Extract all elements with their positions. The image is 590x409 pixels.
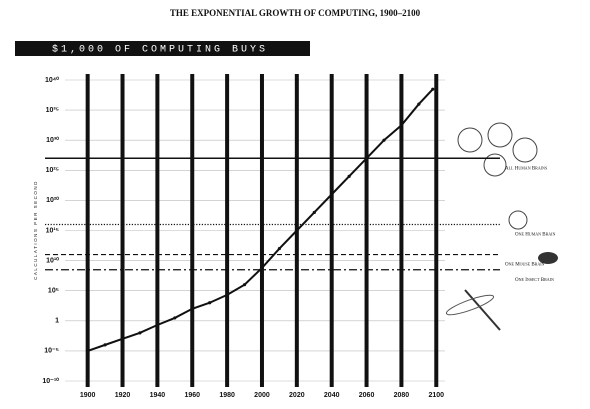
x-tick-label: 1900 — [80, 392, 96, 399]
x-tick-label: 2040 — [324, 392, 340, 399]
y-tick-label: 10²⁰ — [46, 196, 59, 204]
reference-label: One Human Brain — [515, 233, 556, 238]
x-tick-label: 1940 — [150, 392, 166, 399]
head-icon — [509, 211, 527, 229]
data-point — [431, 88, 434, 91]
head-icon — [484, 154, 506, 176]
data-point — [138, 331, 141, 334]
data-point — [313, 211, 316, 214]
data-point — [382, 139, 385, 142]
x-tick-label: 1980 — [219, 392, 235, 399]
x-tick-label: 2000 — [254, 392, 270, 399]
x-tick-label: 1920 — [115, 392, 131, 399]
chart-title: THE EXPONENTIAL GROWTH OF COMPUTING, 190… — [170, 8, 421, 18]
x-tick-label: 2100 — [428, 392, 444, 399]
data-point — [191, 307, 194, 310]
data-point — [243, 283, 246, 286]
y-tick-label: 10⁻⁵ — [44, 348, 59, 355]
y-tick-label: 10¹⁵ — [46, 227, 59, 234]
x-tick-label: 2020 — [289, 392, 305, 399]
data-point — [103, 343, 106, 346]
y-axis-label: CALCULATIONS PER SECOND — [33, 180, 38, 280]
data-point — [278, 247, 281, 250]
data-point — [295, 229, 298, 232]
head-icon — [458, 128, 482, 152]
y-tick-label: 10³⁵ — [46, 107, 59, 114]
chart: THE EXPONENTIAL GROWTH OF COMPUTING, 190… — [0, 0, 590, 409]
banner-text: $1,000 OF COMPUTING BUYS — [52, 44, 268, 56]
data-point — [208, 301, 211, 304]
data-point — [348, 175, 351, 178]
data-point — [226, 293, 229, 296]
data-point — [121, 337, 124, 340]
data-point — [417, 102, 420, 105]
head-icon — [488, 123, 512, 147]
x-tick-label: 1960 — [184, 392, 200, 399]
data-point — [400, 124, 403, 127]
data-point — [173, 316, 176, 319]
head-icon — [513, 138, 537, 162]
y-tick-label: 10⁻¹⁰ — [42, 377, 59, 385]
y-tick-label: 1 — [55, 318, 59, 325]
data-point — [260, 266, 263, 269]
y-tick-label: 10²⁵ — [46, 167, 59, 174]
y-tick-label: 10³⁰ — [46, 136, 59, 144]
x-tick-label: 2080 — [394, 392, 410, 399]
y-tick-label: 10¹⁰ — [46, 256, 59, 264]
reference-label: One Insect Brain — [515, 278, 554, 283]
y-tick-label: 10⁵ — [48, 288, 59, 295]
y-tick-label: 10⁴⁰ — [45, 76, 59, 84]
data-point — [330, 193, 333, 196]
x-tick-label: 2060 — [359, 392, 375, 399]
data-point — [365, 157, 368, 160]
data-point — [86, 349, 89, 352]
data-point — [156, 323, 159, 326]
brain-illustrations — [445, 123, 558, 330]
reference-label: All Human Brains — [505, 166, 547, 171]
reference-label: One Mouse Brain — [505, 263, 545, 268]
